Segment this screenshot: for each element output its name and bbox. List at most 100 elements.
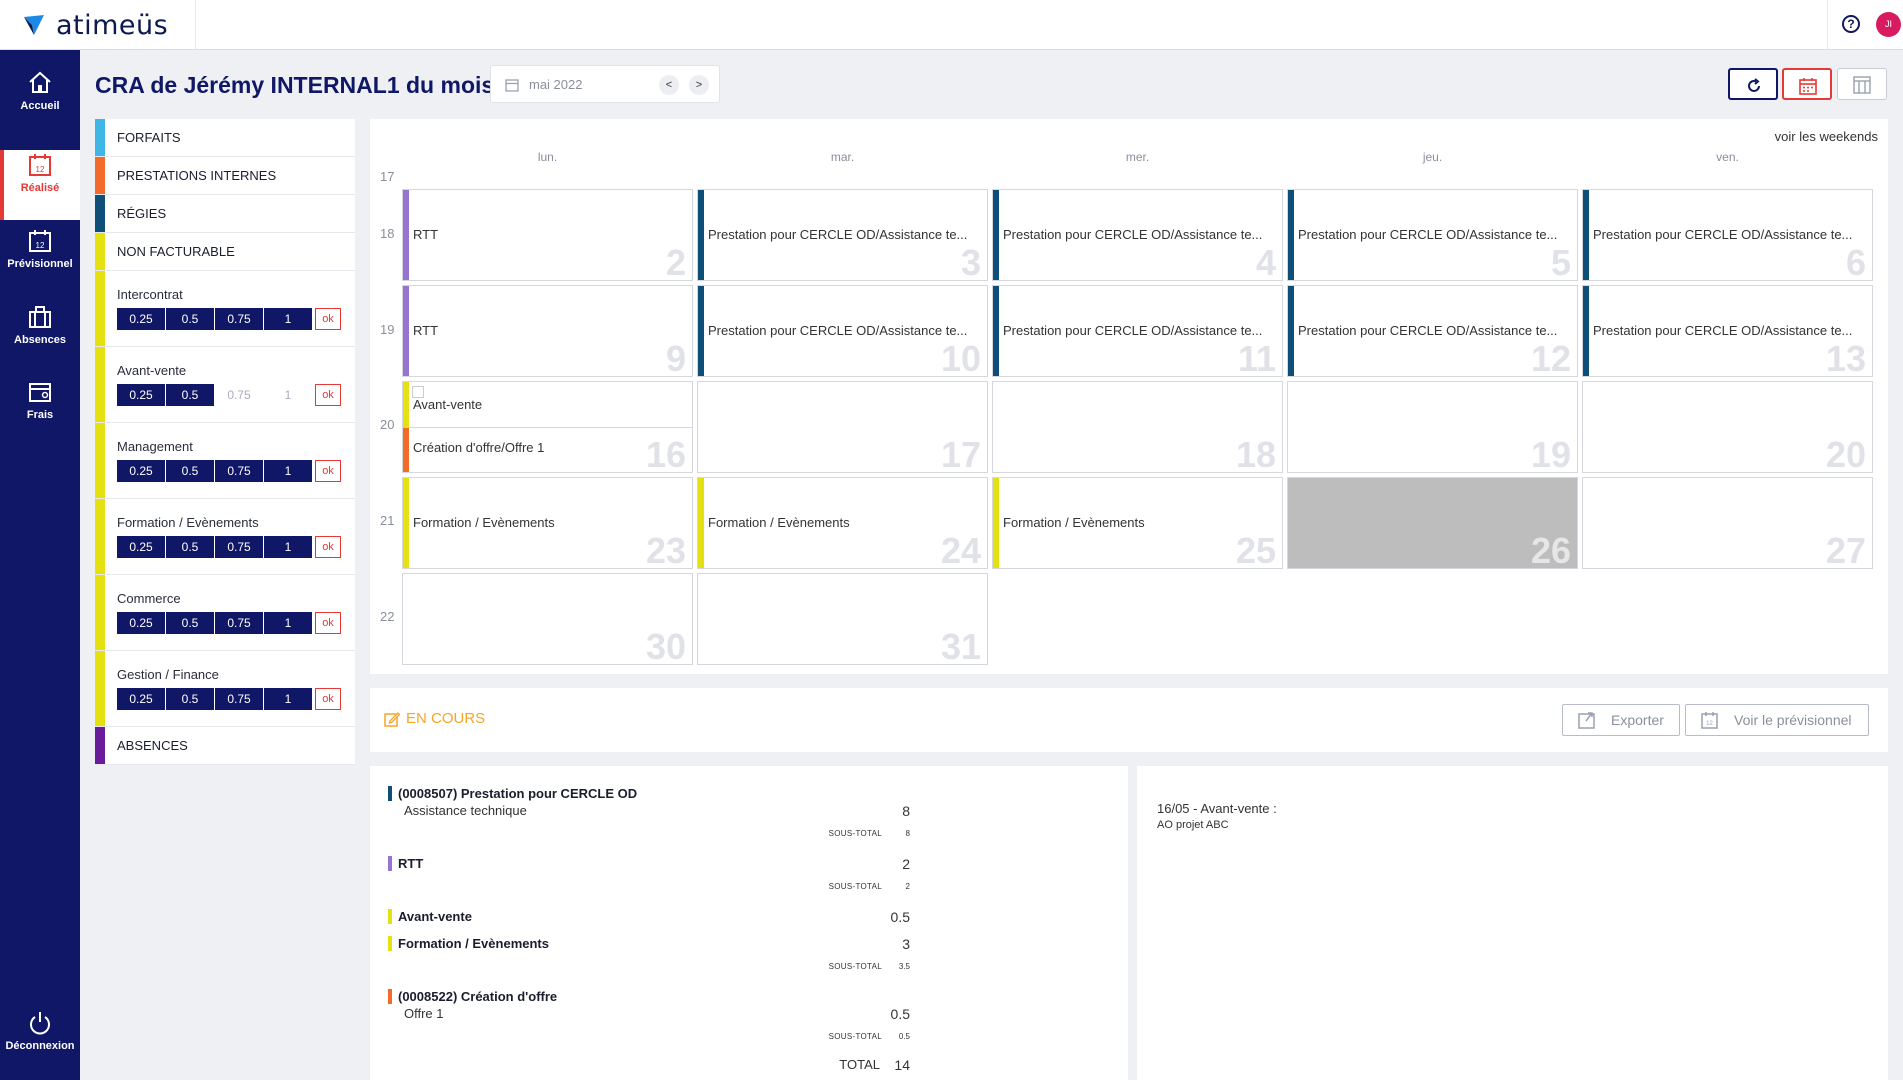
- comment-checkbox[interactable]: [412, 386, 424, 398]
- week-number: 17: [380, 169, 395, 184]
- day-cell[interactable]: 31: [697, 573, 988, 665]
- subtotal-label: SOUS-TOTAL: [828, 962, 882, 971]
- qty-1-button[interactable]: 1: [264, 536, 312, 558]
- comment-title: 16/05 - Avant-vente :: [1157, 801, 1277, 816]
- qty-1-button[interactable]: 1: [264, 688, 312, 710]
- nav-absences[interactable]: Absences: [0, 304, 80, 374]
- category-forfaits[interactable]: FORFAITS: [95, 119, 355, 157]
- day-cell[interactable]: 20: [1582, 381, 1873, 473]
- day-cell[interactable]: Prestation pour CERCLE OD/Assistance te.…: [1287, 285, 1578, 377]
- subcat-commerce: Commerce 0.25 0.5 0.75 1 ok: [95, 575, 355, 651]
- category-regies[interactable]: RÉGIES: [95, 195, 355, 233]
- category-non-facturable[interactable]: NON FACTURABLE: [95, 233, 355, 271]
- prev-month-button[interactable]: <: [659, 75, 679, 95]
- qty-1-button[interactable]: 1: [264, 384, 312, 406]
- nav-accueil[interactable]: Accueil: [0, 70, 80, 140]
- day-cell[interactable]: Prestation pour CERCLE OD/Assistance te.…: [1287, 189, 1578, 281]
- qty-05-button[interactable]: 0.5: [166, 308, 214, 330]
- day-cell[interactable]: Prestation pour CERCLE OD/Assistance te.…: [992, 189, 1283, 281]
- day-cell[interactable]: 17: [697, 381, 988, 473]
- qty-075-button[interactable]: 0.75: [215, 308, 263, 330]
- qty-025-button[interactable]: 0.25: [117, 688, 165, 710]
- qty-075-button[interactable]: 0.75: [215, 688, 263, 710]
- avatar[interactable]: JI: [1876, 12, 1901, 37]
- qty-05-button[interactable]: 0.5: [166, 460, 214, 482]
- ok-button[interactable]: ok: [315, 384, 341, 406]
- activity-stripe: [698, 286, 704, 376]
- day-cell[interactable]: 18: [992, 381, 1283, 473]
- quantity-row: 0.25 0.5 0.75 1 ok: [117, 308, 341, 330]
- nav-realise[interactable]: 12 Réalisé: [0, 150, 80, 220]
- subcat-management: Management 0.25 0.5 0.75 1 ok: [95, 423, 355, 499]
- grid-view-button[interactable]: [1837, 68, 1887, 100]
- next-month-button[interactable]: >: [689, 75, 709, 95]
- day-cell[interactable]: Prestation pour CERCLE OD/Assistance te.…: [992, 285, 1283, 377]
- divider: [195, 0, 196, 50]
- ok-button[interactable]: ok: [315, 308, 341, 330]
- divider: [1827, 0, 1828, 50]
- qty-025-button[interactable]: 0.25: [117, 536, 165, 558]
- qty-075-button[interactable]: 0.75: [215, 536, 263, 558]
- calendar-forecast-icon: 12: [1701, 712, 1718, 729]
- subcat-avant-vente: Avant-vente 0.25 0.5 0.75 1 ok: [95, 347, 355, 423]
- qty-05-button[interactable]: 0.5: [166, 688, 214, 710]
- nav-frais[interactable]: Frais: [0, 379, 80, 449]
- qty-075-button[interactable]: 0.75: [215, 384, 263, 406]
- qty-05-button[interactable]: 0.5: [166, 384, 214, 406]
- logo[interactable]: atimeüs: [20, 8, 168, 42]
- day-cell[interactable]: Formation / Evènements 23: [402, 477, 693, 569]
- quantity-row: 0.25 0.5 0.75 1 ok: [117, 536, 341, 558]
- qty-025-button[interactable]: 0.25: [117, 384, 165, 406]
- nav-label: Accueil: [20, 100, 60, 112]
- day-cell[interactable]: Prestation pour CERCLE OD/Assistance te.…: [1582, 189, 1873, 281]
- nav-deconnexion[interactable]: Déconnexion: [0, 1010, 80, 1080]
- color-bar: [95, 233, 105, 270]
- qty-05-button[interactable]: 0.5: [166, 612, 214, 634]
- day-cell[interactable]: Prestation pour CERCLE OD/Assistance te.…: [697, 285, 988, 377]
- day-cell[interactable]: Prestation pour CERCLE OD/Assistance te.…: [1582, 285, 1873, 377]
- qty-075-button[interactable]: 0.75: [215, 460, 263, 482]
- activity-stripe: [403, 286, 409, 376]
- subtotal-label: SOUS-TOTAL: [828, 829, 882, 838]
- category-prestations[interactable]: PRESTATIONS INTERNES: [95, 157, 355, 195]
- qty-025-button[interactable]: 0.25: [117, 308, 165, 330]
- day-cell[interactable]: Formation / Evènements 24: [697, 477, 988, 569]
- show-weekends-link[interactable]: voir les weekends: [1774, 129, 1878, 144]
- ok-button[interactable]: ok: [315, 460, 341, 482]
- summary-item: (0008522) Création d'offre: [388, 989, 557, 1004]
- nav-previsionnel[interactable]: 12 Prévisionnel: [0, 228, 80, 298]
- day-cell[interactable]: RTT 9: [402, 285, 693, 377]
- cell-activity: Prestation pour CERCLE OD/Assistance te.…: [1003, 227, 1263, 242]
- subtotal-value: 8: [905, 829, 910, 838]
- week-number: 22: [380, 609, 395, 624]
- color-bar: [95, 119, 105, 156]
- qty-1-button[interactable]: 1: [264, 460, 312, 482]
- day-cell[interactable]: 30: [402, 573, 693, 665]
- qty-05-button[interactable]: 0.5: [166, 536, 214, 558]
- day-cell[interactable]: 19: [1287, 381, 1578, 473]
- day-cell[interactable]: RTT 2: [402, 189, 693, 281]
- help-icon[interactable]: ?: [1842, 15, 1860, 33]
- month-picker[interactable]: mai 2022 < >: [490, 65, 720, 103]
- day-header: mar.: [830, 150, 855, 164]
- day-cell[interactable]: Formation / Evènements 25: [992, 477, 1283, 569]
- qty-1-button[interactable]: 1: [264, 612, 312, 634]
- day-cell[interactable]: 27: [1582, 477, 1873, 569]
- color-bar: [95, 651, 105, 726]
- day-cell[interactable]: Avant-vente Création d'offre/Offre 1 16: [402, 381, 693, 473]
- qty-075-button[interactable]: 0.75: [215, 612, 263, 634]
- qty-025-button[interactable]: 0.25: [117, 460, 165, 482]
- day-cell[interactable]: Prestation pour CERCLE OD/Assistance te.…: [697, 189, 988, 281]
- ok-button[interactable]: ok: [315, 688, 341, 710]
- export-button[interactable]: Exporter: [1562, 704, 1680, 736]
- view-previsionnel-button[interactable]: 12 Voir le prévisionnel: [1685, 704, 1869, 736]
- qty-1-button[interactable]: 1: [264, 308, 312, 330]
- qty-025-button[interactable]: 0.25: [117, 612, 165, 634]
- ok-button[interactable]: ok: [315, 612, 341, 634]
- refresh-button[interactable]: [1728, 68, 1778, 100]
- refresh-icon: [1748, 78, 1760, 92]
- comment-text: AO projet ABC: [1157, 819, 1229, 831]
- category-absences[interactable]: ABSENCES: [95, 727, 355, 765]
- calendar-view-button[interactable]: [1782, 68, 1832, 100]
- ok-button[interactable]: ok: [315, 536, 341, 558]
